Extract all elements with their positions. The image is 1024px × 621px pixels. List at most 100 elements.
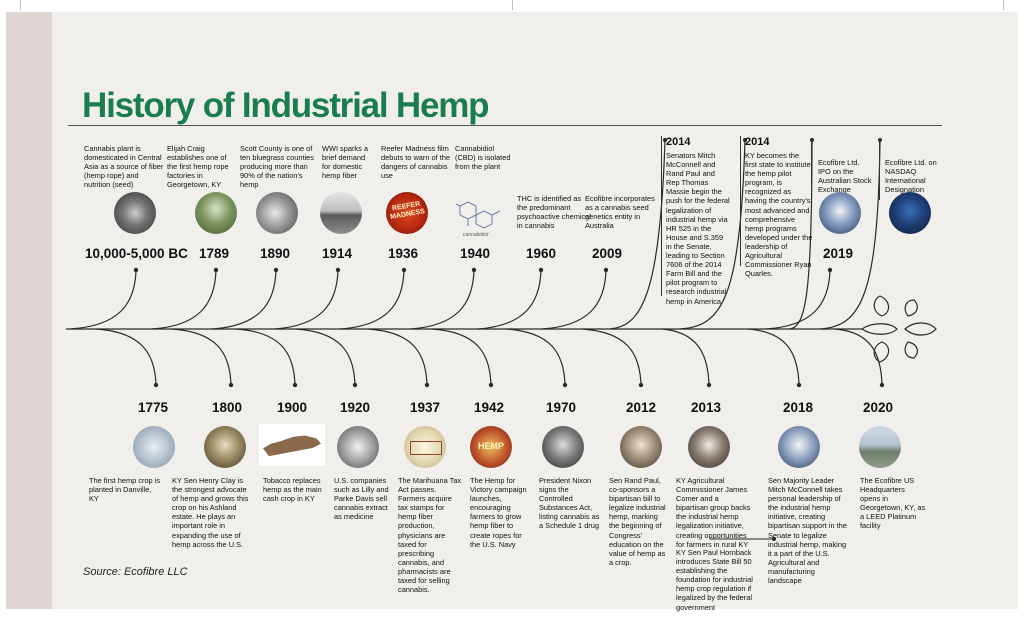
reefer-madness-poster: REEFER MADNESS xyxy=(386,192,428,234)
poster-title: REEFER MADNESS xyxy=(389,200,426,221)
connector-2020 xyxy=(834,328,883,386)
connector-1900 xyxy=(235,328,296,386)
connector-2019 xyxy=(765,269,831,330)
year-2020: 2020 xyxy=(863,400,894,415)
event-text-2012: Sen Rand Paul, co-sponsors a bipartisan … xyxy=(609,476,666,567)
bar-2019-ipo xyxy=(811,140,812,185)
cannabis-leaves-photo xyxy=(114,192,156,234)
year-2013: 2013 xyxy=(691,400,722,415)
year-1940: 1940 xyxy=(460,246,491,261)
event-text-2019-ipo: Ecofibre Ltd. IPO on the Australian Stoc… xyxy=(818,158,872,195)
event-text-1775: The first hemp crop is planted in Danvil… xyxy=(89,476,161,504)
connector-1960 xyxy=(476,269,542,330)
mcconnell-photo xyxy=(778,426,820,468)
connector-2014a xyxy=(609,139,666,330)
event-text-1789: Elijah Craig establishes one of the firs… xyxy=(167,144,229,190)
connector-2019-ipo xyxy=(789,139,813,330)
nixon-photo xyxy=(542,426,584,468)
event-text-1970: President Nixon signs the Controlled Sub… xyxy=(539,476,600,531)
connector-2014b xyxy=(679,139,746,330)
nasdaq-photo xyxy=(889,192,931,234)
page-title: History of Industrial Hemp xyxy=(82,86,490,125)
connector-1920 xyxy=(295,328,356,386)
rand-paul-photo xyxy=(620,426,662,468)
connector-1890 xyxy=(211,269,277,330)
event-text-1942: The Hemp for Victory campaign launches, … xyxy=(470,476,527,549)
event-text-1940: Cannabidiol (CBD) is isolated from the p… xyxy=(455,144,511,172)
event-text-2013: KY Agricultural Commissioner James Comer… xyxy=(676,476,751,549)
title-rule xyxy=(68,125,942,126)
top-tick-mid xyxy=(512,0,513,10)
year-1970: 1970 xyxy=(546,400,577,415)
cbd-molecule-caption: cannabidiol xyxy=(463,232,489,238)
harvest-workers-photo xyxy=(256,192,298,234)
year-2018: 2018 xyxy=(783,400,814,415)
poster-title: HEMP xyxy=(477,441,504,451)
bar-nasdaq xyxy=(879,140,880,200)
connector-2018 xyxy=(747,328,800,386)
year-1942: 1942 xyxy=(474,400,505,415)
connector-1940 xyxy=(409,269,475,330)
connector-1800 xyxy=(171,328,232,386)
year-2014-federal: 2014 xyxy=(666,136,691,148)
year-1920: 1920 xyxy=(340,400,371,415)
event-text-1800: KY Sen Henry Clay is the strongest advoc… xyxy=(172,476,249,549)
connector-1942 xyxy=(431,328,492,386)
event-text-2014-ky: KY becomes the first state to institute … xyxy=(745,151,813,279)
year-1890: 1890 xyxy=(260,246,291,261)
event-text-1936: Reefer Madness film debuts to warn of th… xyxy=(381,144,451,181)
event-text-1920: U.S. companies such as Lilly and Parke D… xyxy=(334,476,389,522)
year-1900: 1900 xyxy=(277,400,308,415)
event-text-nasdaq: Ecofibre Ltd. on NASDAQ International De… xyxy=(885,158,937,195)
event-text-2018: Sen Majority Leader Mitch McConnell take… xyxy=(768,476,847,586)
connector-1970 xyxy=(505,328,566,386)
danville-map xyxy=(133,426,175,468)
event-text-1960: THC is identified as the predominant psy… xyxy=(517,194,591,231)
bar-2014b xyxy=(740,136,741,266)
henry-clay-portrait xyxy=(204,426,246,468)
headquarters-photo xyxy=(859,426,901,468)
top-tick-right xyxy=(1003,0,1004,10)
year-1936: 1936 xyxy=(388,246,419,261)
event-text-1937: The Marihuana Tax Act passes. Farmers ac… xyxy=(398,476,462,595)
hemp-for-victory-poster: HEMP xyxy=(470,426,512,468)
ww1-field-photo xyxy=(320,192,362,234)
hemp-field-photo xyxy=(195,192,237,234)
source-credit: Source: Ecofibre LLC xyxy=(83,566,188,578)
kentucky-map xyxy=(259,424,325,466)
connector-1936 xyxy=(339,269,405,330)
event-text-10000bc: Cannabis plant is domesticated in Centra… xyxy=(84,144,164,190)
year-1914: 1914 xyxy=(322,246,353,261)
medicine-bottles-photo xyxy=(337,426,379,468)
year-1960: 1960 xyxy=(526,246,557,261)
year-2014-ky: 2014 xyxy=(745,136,770,148)
event-text-2013-sb50: KY Sen Paul Hornback introduces State Bi… xyxy=(676,548,753,612)
connector-1789 xyxy=(151,269,217,330)
event-text-2009: Ecofibre incorporates as a cannabis seed… xyxy=(585,194,655,231)
connector-1914 xyxy=(273,269,339,330)
event-text-2020: The Ecofibre US Headquarters opens in Ge… xyxy=(860,476,926,531)
infographic-panel xyxy=(6,12,1018,609)
cbd-molecule-icon xyxy=(455,201,501,229)
event-text-1900: Tobacco replaces hemp as the main cash c… xyxy=(263,476,322,504)
tax-stamp xyxy=(404,426,446,468)
connector-nasdaq xyxy=(819,139,881,330)
connector-2013 xyxy=(661,328,710,386)
year-2012: 2012 xyxy=(626,400,657,415)
year-1775: 1775 xyxy=(138,400,169,415)
connector-2009 xyxy=(541,269,607,330)
year-1937: 1937 xyxy=(410,400,441,415)
connector-2012 xyxy=(581,328,642,386)
connector-1937 xyxy=(367,328,428,386)
year-1800: 1800 xyxy=(212,400,243,415)
event-text-1890: Scott County is one of ten bluegrass cou… xyxy=(240,144,314,190)
hemp-leaf-icon xyxy=(860,295,937,363)
connector-10000bc xyxy=(69,269,137,330)
event-text-2014-federal: Senators Mitch McConnell and Rand Paul a… xyxy=(666,151,730,306)
comer-group-photo xyxy=(688,426,730,468)
top-tick-left xyxy=(20,0,21,10)
year-2019: 2019 xyxy=(823,246,854,261)
bar-2014a xyxy=(661,136,662,296)
year-10000bc: 10,000-5,000 BC xyxy=(85,246,188,261)
